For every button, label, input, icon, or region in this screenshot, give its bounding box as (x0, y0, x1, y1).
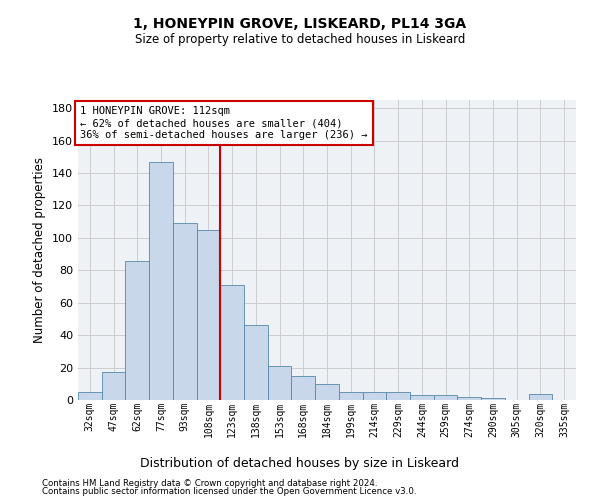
Bar (197, 230, 220, 400)
Bar (362, 392, 386, 400)
Text: 1 HONEYPIN GROVE: 112sqm
← 62% of detached houses are smaller (404)
36% of semi-: 1 HONEYPIN GROVE: 112sqm ← 62% of detach… (80, 106, 368, 140)
Bar (410, 395, 434, 400)
Bar (457, 397, 481, 400)
Bar (173, 223, 197, 400)
Text: Contains HM Land Registry data © Crown copyright and database right 2024.: Contains HM Land Registry data © Crown c… (42, 478, 377, 488)
Bar (481, 398, 505, 400)
Bar (292, 376, 315, 400)
Bar (78, 392, 102, 400)
Bar (529, 394, 552, 400)
Bar (339, 392, 362, 400)
Bar (220, 285, 244, 400)
Bar (149, 162, 173, 400)
Text: Contains public sector information licensed under the Open Government Licence v3: Contains public sector information licen… (42, 487, 416, 496)
Bar (386, 392, 410, 400)
Text: Distribution of detached houses by size in Liskeard: Distribution of detached houses by size … (140, 458, 460, 470)
Bar (315, 384, 339, 400)
Bar (268, 366, 292, 400)
Bar (102, 372, 125, 400)
Bar (434, 395, 457, 400)
Y-axis label: Number of detached properties: Number of detached properties (34, 157, 46, 343)
Bar (125, 260, 149, 400)
Text: Size of property relative to detached houses in Liskeard: Size of property relative to detached ho… (135, 32, 465, 46)
Text: 1, HONEYPIN GROVE, LISKEARD, PL14 3GA: 1, HONEYPIN GROVE, LISKEARD, PL14 3GA (133, 18, 467, 32)
Bar (244, 326, 268, 400)
